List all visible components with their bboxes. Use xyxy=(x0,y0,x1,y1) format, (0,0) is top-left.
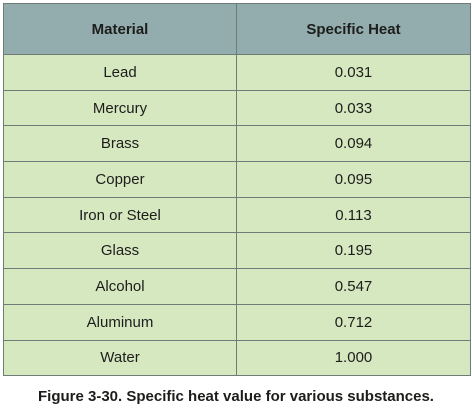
header-material: Material xyxy=(3,3,237,55)
header-row: Material Specific Heat xyxy=(3,3,471,55)
table-row: Copper 0.095 xyxy=(3,161,471,198)
material-cell: Copper xyxy=(3,161,237,198)
specific-heat-cell: 0.712 xyxy=(236,303,471,341)
material-cell: Water xyxy=(3,339,237,377)
specific-heat-cell: 0.095 xyxy=(236,161,471,198)
material-cell: Iron or Steel xyxy=(3,196,237,234)
table-row: Glass 0.195 xyxy=(3,232,471,270)
material-cell: Glass xyxy=(3,232,237,270)
table-row: Mercury 0.033 xyxy=(3,89,471,127)
specific-heat-cell: 0.094 xyxy=(236,125,471,163)
material-cell: Mercury xyxy=(3,89,237,127)
specific-heat-cell: 0.195 xyxy=(236,232,471,270)
material-cell: Lead xyxy=(3,54,237,91)
table-body: Lead 0.031 Mercury 0.033 Brass 0.094 Cop… xyxy=(3,54,471,377)
table-row: Lead 0.031 xyxy=(3,54,471,91)
header-specific-heat: Specific Heat xyxy=(236,3,471,55)
table-row: Brass 0.094 xyxy=(3,125,471,163)
material-cell: Alcohol xyxy=(3,268,237,305)
material-cell: Aluminum xyxy=(3,303,237,341)
material-cell: Brass xyxy=(3,125,237,163)
table-row: Alcohol 0.547 xyxy=(3,268,471,305)
table-header: Material Specific Heat xyxy=(3,3,471,55)
specific-heat-cell: 0.033 xyxy=(236,89,471,127)
specific-heat-cell: 0.547 xyxy=(236,268,471,305)
table-row: Water 1.000 xyxy=(3,339,471,377)
specific-heat-cell: 0.113 xyxy=(236,196,471,234)
specific-heat-cell: 1.000 xyxy=(236,339,471,377)
specific-heat-table-container: Material Specific Heat Lead 0.031 Mercur… xyxy=(3,3,471,377)
specific-heat-cell: 0.031 xyxy=(236,54,471,91)
table-row: Aluminum 0.712 xyxy=(3,303,471,341)
specific-heat-table: Material Specific Heat Lead 0.031 Mercur… xyxy=(3,3,471,377)
figure-caption: Figure 3-30. Specific heat value for var… xyxy=(38,388,434,405)
table-row: Iron or Steel 0.113 xyxy=(3,196,471,234)
